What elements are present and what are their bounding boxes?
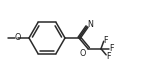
Text: N: N bbox=[88, 20, 94, 29]
Text: F: F bbox=[110, 44, 114, 53]
Text: O: O bbox=[15, 34, 21, 43]
Text: F: F bbox=[104, 36, 108, 45]
Text: O: O bbox=[80, 49, 86, 58]
Text: F: F bbox=[106, 52, 110, 61]
